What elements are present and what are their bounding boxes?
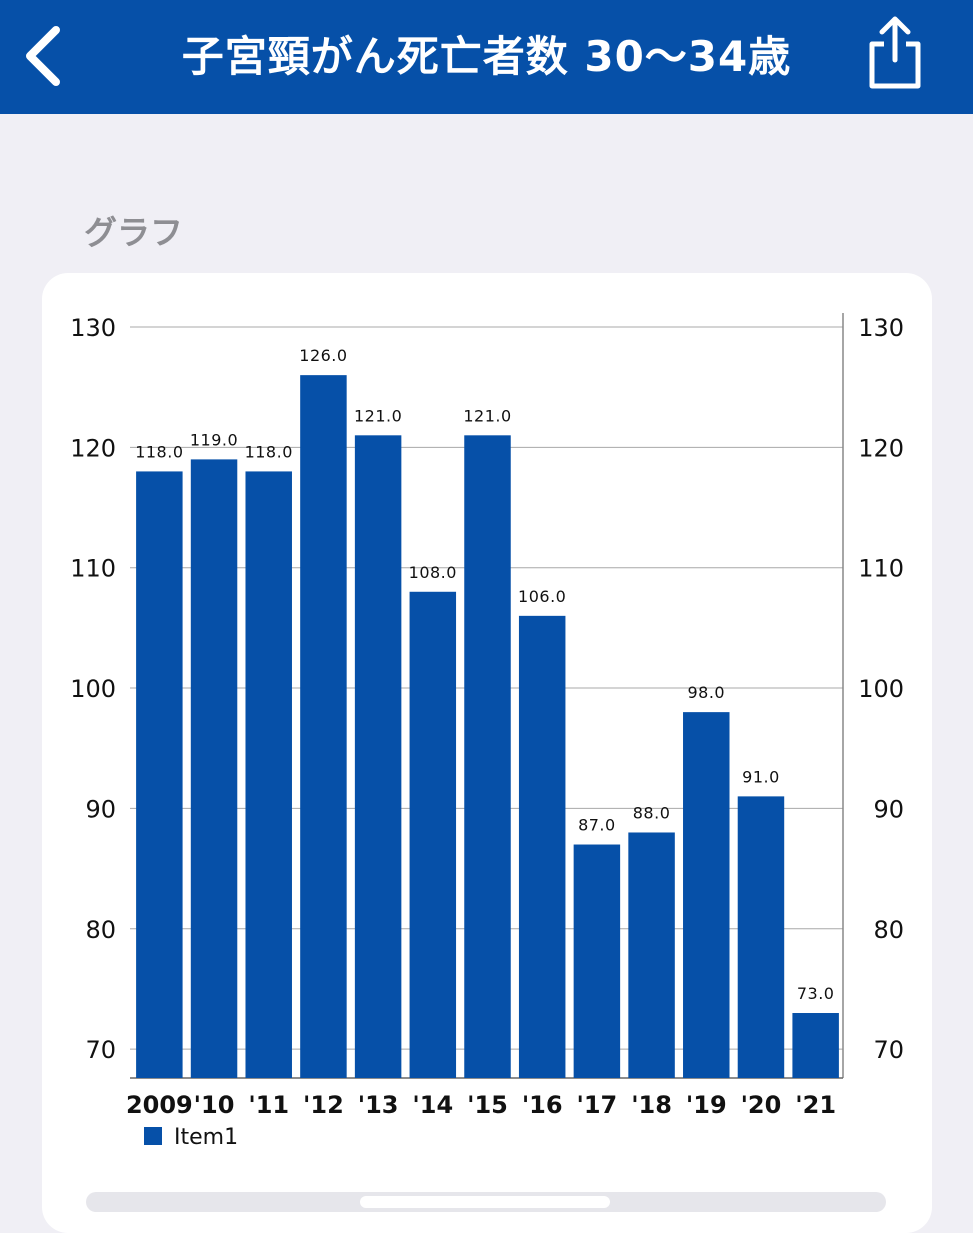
section-header-graph: グラフ: [84, 213, 183, 252]
x-tick-label-11: '20: [741, 1091, 782, 1119]
bar-6: [464, 435, 511, 1078]
x-tick-label-10: '19: [686, 1091, 727, 1119]
data-label-6: 121.0: [463, 406, 511, 425]
bar-2: [245, 471, 292, 1078]
data-label-1: 119.0: [190, 430, 238, 449]
y-tick-label-right: 120: [858, 434, 904, 462]
bar-5: [409, 591, 457, 1078]
chevron-left-icon: [26, 26, 60, 86]
x-tick-label-3: '12: [303, 1091, 344, 1119]
bar-11: [737, 796, 785, 1078]
data-label-5: 108.0: [409, 563, 457, 582]
bar-chart: 70 70 80 80 90 90 100 100 110 110 120 120 130 130 118.…: [70, 313, 904, 1150]
bar-4: [354, 435, 402, 1078]
bar-8: [573, 844, 621, 1078]
x-tick-label-8: '17: [577, 1091, 618, 1119]
y-tick-label-right: 80: [873, 916, 904, 944]
x-tick-label-12: '21: [795, 1091, 836, 1119]
y-tick-label-right: 130: [858, 314, 904, 342]
y-tick-label-right: 110: [858, 555, 904, 583]
share-icon: [869, 16, 921, 89]
y-tick-label-left: 90: [85, 795, 116, 823]
x-tick-label-5: '14: [412, 1091, 453, 1119]
y-tick-label-left: 70: [85, 1036, 116, 1064]
data-label-10: 98.0: [687, 683, 725, 702]
y-tick-label-left: 120: [70, 434, 116, 462]
x-tick-label-2: '11: [248, 1091, 289, 1119]
share-button[interactable]: [860, 14, 930, 94]
x-tick-label-4: '13: [358, 1091, 399, 1119]
y-tick-label-left: 80: [85, 916, 116, 944]
page-title: 子宮頸がん死亡者数 30～34歳: [181, 32, 792, 81]
segmented-control-selected[interactable]: [360, 1196, 610, 1208]
y-tick-label-right: 70: [873, 1036, 904, 1064]
y-tick-label-left: 100: [70, 675, 116, 703]
x-tick-label-1: '10: [194, 1091, 235, 1119]
bar-3: [300, 375, 347, 1079]
data-label-12: 73.0: [797, 984, 835, 1003]
bar-7: [518, 615, 566, 1078]
data-label-11: 91.0: [742, 767, 780, 786]
data-label-9: 88.0: [633, 803, 671, 822]
data-label-4: 121.0: [354, 406, 402, 425]
chart-card: 70 70 80 80 90 90 100 100 110 110 120 120 130 130 118.…: [42, 273, 932, 1233]
back-button[interactable]: [20, 24, 70, 88]
x-tick-label-9: '18: [631, 1091, 672, 1119]
legend-swatch: [144, 1127, 162, 1145]
x-tick-label-0: 2009: [126, 1091, 193, 1119]
bar-1: [190, 459, 238, 1078]
bar-9: [628, 832, 675, 1078]
y-tick-label-left: 110: [70, 555, 116, 583]
navigation-bar: 子宮頸がん死亡者数 30～34歳: [0, 0, 973, 114]
y-tick-label-left: 130: [70, 314, 116, 342]
bar-0: [136, 471, 183, 1078]
x-tick-label-7: '16: [522, 1091, 563, 1119]
data-label-0: 118.0: [135, 442, 183, 461]
bar-12: [792, 1013, 839, 1078]
y-tick-label-right: 90: [873, 795, 904, 823]
bar-10: [683, 712, 730, 1078]
data-label-2: 118.0: [245, 442, 293, 461]
y-tick-label-right: 100: [858, 675, 904, 703]
legend-label: Item1: [174, 1125, 238, 1150]
data-label-7: 106.0: [518, 587, 566, 606]
x-tick-label-6: '15: [467, 1091, 508, 1119]
data-label-3: 126.0: [299, 346, 347, 365]
data-label-8: 87.0: [578, 816, 616, 835]
